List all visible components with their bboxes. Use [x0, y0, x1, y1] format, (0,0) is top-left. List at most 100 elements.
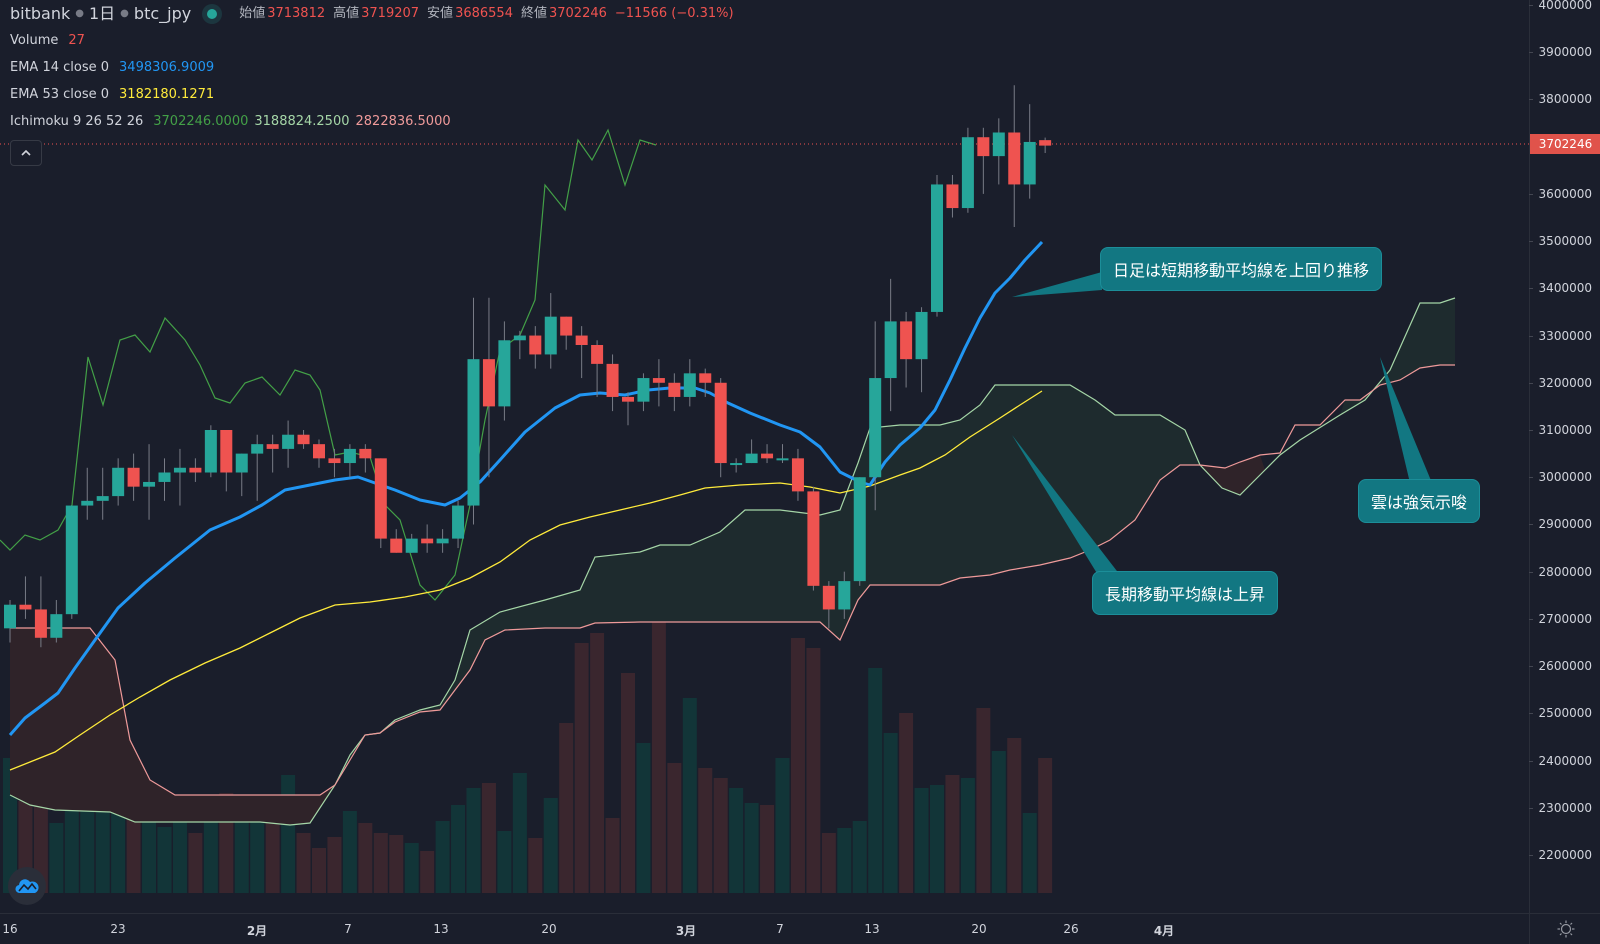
- candle[interactable]: [591, 340, 604, 397]
- candle[interactable]: [745, 439, 758, 464]
- candle[interactable]: [961, 127, 974, 213]
- ema14-label: EMA 14 close 0: [10, 60, 110, 75]
- candle[interactable]: [544, 293, 557, 369]
- candle[interactable]: [761, 444, 774, 464]
- candle[interactable]: [575, 326, 588, 379]
- candle[interactable]: [838, 571, 851, 619]
- volume-bar: [744, 803, 759, 893]
- volume-bar: [157, 827, 172, 893]
- candle[interactable]: [683, 359, 696, 407]
- candle[interactable]: [204, 425, 217, 478]
- tradingview-logo-button[interactable]: [8, 867, 46, 905]
- candle[interactable]: [81, 467, 94, 520]
- candle[interactable]: [158, 458, 171, 501]
- candle[interactable]: [637, 373, 650, 412]
- symbol[interactable]: btc_jpy: [133, 4, 192, 23]
- ema14-legend[interactable]: EMA 14 close 0 3498306.9009: [10, 54, 742, 81]
- volume-bar: [265, 818, 280, 893]
- candle[interactable]: [282, 420, 295, 468]
- candle[interactable]: [807, 486, 820, 591]
- candle[interactable]: [622, 392, 634, 426]
- candle[interactable]: [297, 430, 310, 449]
- price-tick-label: 4000000: [1538, 0, 1592, 12]
- candle[interactable]: [266, 434, 279, 473]
- candle[interactable]: [791, 448, 804, 501]
- candle[interactable]: [668, 373, 681, 412]
- candle[interactable]: [1039, 137, 1052, 154]
- candle-body: [220, 430, 233, 473]
- volume-legend[interactable]: Volume 27: [10, 27, 742, 54]
- candle[interactable]: [452, 500, 465, 549]
- candle[interactable]: [328, 448, 341, 478]
- candle[interactable]: [467, 297, 480, 525]
- candle[interactable]: [173, 448, 186, 506]
- volume-bar: [790, 638, 805, 893]
- collapse-legend-button[interactable]: [10, 140, 42, 166]
- candle[interactable]: [529, 326, 542, 369]
- candle[interactable]: [4, 600, 16, 643]
- candle[interactable]: [235, 453, 248, 497]
- candle[interactable]: [946, 175, 959, 218]
- candle[interactable]: [714, 378, 727, 478]
- candle[interactable]: [189, 458, 202, 482]
- candle[interactable]: [560, 316, 573, 350]
- callout-long-ma: 長期移動平均線は上昇: [1092, 571, 1279, 615]
- candle[interactable]: [776, 444, 789, 464]
- price-chart[interactable]: [0, 0, 1529, 913]
- ichimoku-label: Ichimoku 9 26 52 26: [10, 114, 144, 129]
- candle[interactable]: [498, 321, 511, 421]
- candle[interactable]: [699, 368, 712, 397]
- interval[interactable]: 1日: [88, 4, 116, 23]
- candle[interactable]: [34, 576, 47, 648]
- candle[interactable]: [606, 354, 619, 412]
- candle[interactable]: [652, 359, 665, 407]
- price-tick-label: 3300000: [1538, 328, 1592, 343]
- candle[interactable]: [977, 127, 990, 194]
- ema53-label: EMA 53 close 0: [10, 87, 110, 102]
- candle[interactable]: [220, 430, 233, 492]
- chart-settings-button[interactable]: [1529, 913, 1600, 944]
- candle[interactable]: [19, 576, 32, 619]
- candle[interactable]: [343, 444, 356, 478]
- candle[interactable]: [900, 311, 913, 388]
- exchange-name[interactable]: bitbank: [10, 4, 71, 23]
- candle[interactable]: [251, 434, 264, 501]
- candle[interactable]: [992, 118, 1005, 185]
- candle[interactable]: [112, 458, 125, 506]
- ichimoku-legend[interactable]: Ichimoku 9 26 52 26 3702246.0000 3188824…: [10, 108, 742, 135]
- candle[interactable]: [96, 467, 109, 520]
- candle[interactable]: [869, 321, 882, 511]
- time-axis[interactable]: 16 23 2月 7 13 20 3月 7 13 20 26 4月: [0, 913, 1529, 944]
- candle[interactable]: [405, 533, 418, 553]
- candle[interactable]: [853, 477, 866, 586]
- candle[interactable]: [915, 307, 928, 393]
- price-tick: [1529, 571, 1533, 573]
- candle[interactable]: [931, 175, 943, 317]
- candle[interactable]: [513, 330, 526, 360]
- candle[interactable]: [421, 524, 434, 553]
- volume-bar: [172, 807, 187, 893]
- candle[interactable]: [884, 278, 897, 412]
- ema53-legend[interactable]: EMA 53 close 0 3182180.1271: [10, 81, 742, 108]
- candle[interactable]: [436, 529, 449, 553]
- price-tick-label: 3600000: [1538, 186, 1592, 201]
- candle[interactable]: [50, 600, 63, 643]
- candle[interactable]: [1023, 104, 1036, 199]
- candle[interactable]: [730, 458, 743, 473]
- candle[interactable]: [1008, 85, 1021, 227]
- candle[interactable]: [359, 444, 372, 473]
- candle[interactable]: [143, 444, 156, 520]
- candle[interactable]: [822, 581, 835, 629]
- candle-body: [900, 321, 913, 360]
- candle[interactable]: [313, 439, 325, 468]
- volume-bar: [451, 805, 466, 893]
- candle[interactable]: [65, 505, 78, 619]
- candle[interactable]: [390, 529, 403, 553]
- candle[interactable]: [127, 453, 140, 501]
- volume-bar: [142, 820, 157, 893]
- price-axis[interactable]: 3702246 4000000 3900000 3800000 3600000 3500…: [1529, 0, 1600, 913]
- candle[interactable]: [374, 458, 387, 549]
- volume-bar: [528, 838, 543, 893]
- candle[interactable]: [482, 297, 495, 478]
- candle-body: [50, 614, 63, 638]
